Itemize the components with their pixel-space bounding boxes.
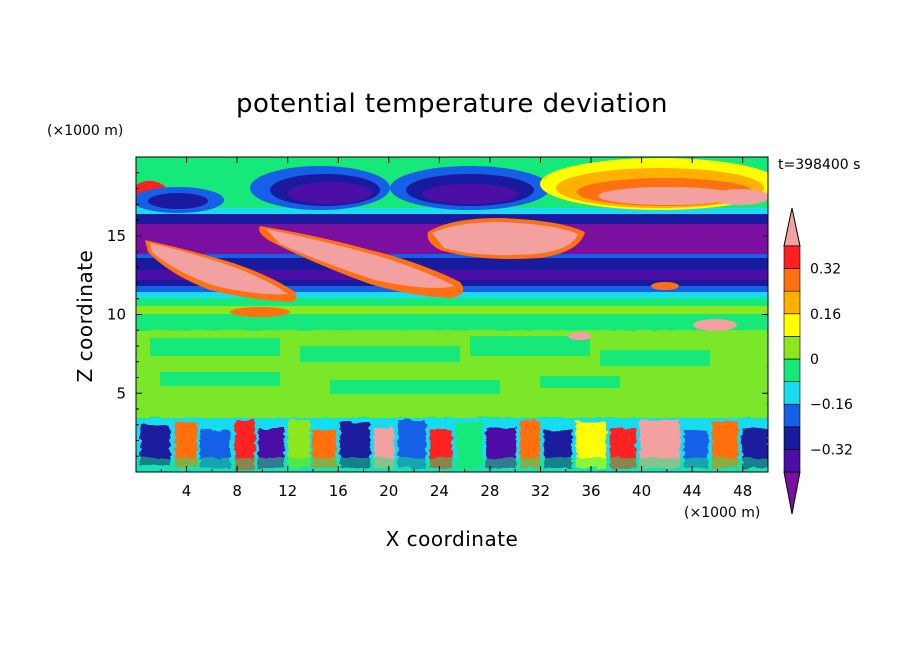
colorbar-label: 0.32 [810,262,841,278]
x-tick-label: 8 [232,482,242,500]
colorbar-extend-min [783,471,801,515]
colorbar-label: −0.16 [810,397,853,413]
x-tick-label: 40 [632,482,651,500]
x-tick-label: 12 [278,482,297,500]
colorbar-swatch [783,426,801,450]
x-tick-label: 36 [581,482,600,500]
y-tick-label: 15 [107,227,126,245]
y-axis-ticks: 5 10 15 [107,172,768,457]
time-label: t=398400 s [778,157,860,173]
x-tick-label: 16 [329,482,348,500]
boundary-layer [136,418,768,472]
colorbar-swatch [783,313,801,337]
colorbar-swatch [783,245,801,269]
colorbar-label: 0 [810,352,819,368]
x-tick-label: 20 [379,482,398,500]
mid-layer-blobs [136,306,768,418]
colorbar-label: −0.32 [810,442,853,458]
colorbar-label: 0.16 [810,307,841,323]
colorbar-swatch [783,358,801,382]
x-axis-title: X coordinate [386,527,519,551]
warm-streaks [145,218,737,340]
x-unit-label: (×1000 m) [684,505,760,521]
colorbar-swatch [783,268,801,292]
upper-waves [136,157,768,213]
colorbar-swatch [783,403,801,428]
x-tick-label: 48 [733,482,752,500]
x-tick-label: 4 [182,482,192,500]
y-tick-label: 5 [116,384,126,402]
x-tick-label: 32 [531,482,550,500]
x-tick-label: 24 [430,482,449,500]
chart-title: potential temperature deviation [236,89,668,119]
colorbar-extend-max [783,207,801,247]
colorbar-swatch [783,449,801,473]
colorbar: −0.32 −0.16 0 0.16 0.32 [783,207,853,515]
x-tick-label: 28 [480,482,499,500]
y-axis-title: Z coordinate [73,250,97,383]
x-tick-label: 44 [683,482,702,500]
y-tick-label: 10 [107,306,126,324]
y-unit-label: (×1000 m) [47,123,123,139]
colorbar-swatch [783,290,801,315]
colorbar-swatch [783,381,801,405]
colorbar-swatch [783,336,801,360]
heatmap-field [136,157,768,472]
x-axis-ticks: 4 8 12 16 20 24 28 32 36 40 44 48 [160,157,752,500]
